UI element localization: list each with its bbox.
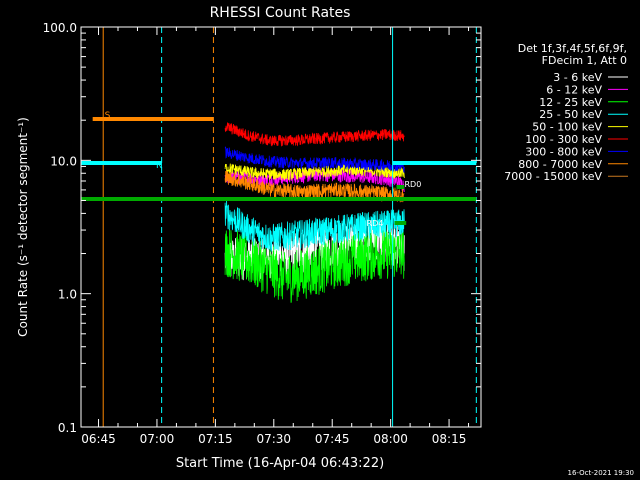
- legend-label-5: 100 - 300 keV: [525, 133, 602, 146]
- legend-label-4: 50 - 100 keV: [532, 121, 602, 134]
- x-tick-label-4: 07:45: [315, 432, 350, 446]
- y-axis: 0.1 1.0 10.0 100.0: [43, 21, 481, 435]
- legend-label-6: 300 - 800 keV: [525, 145, 602, 158]
- series-line-5: [224, 122, 405, 147]
- y-tick-label-1: 1.0: [58, 288, 77, 302]
- x-tick-label-0: 06:45: [81, 432, 116, 446]
- legend-label-0: 3 - 6 keV: [553, 71, 602, 84]
- flag-label-RD0: RD0: [404, 180, 421, 189]
- legend-label-3: 25 - 50 keV: [539, 108, 602, 121]
- legend: Det 1f,3f,4f,5f,6f,9f,FDecim 1, Att 0 3 -…: [504, 42, 628, 183]
- x-tick-label-1: 07:00: [140, 432, 175, 446]
- legend-label-1: 6 - 12 keV: [546, 83, 602, 96]
- x-axis-label: Start Time (16-Apr-04 06:43:22): [176, 456, 384, 471]
- flag-label-S: S: [105, 111, 111, 121]
- y-axis-label: Count Rate (s⁻¹ detector segment⁻¹): [16, 117, 30, 337]
- x-axis: 06:45 07:00 07:15 07:30 07:45 08:00 08:15: [81, 27, 470, 446]
- legend-label-7: 800 - 7000 keV: [518, 158, 602, 171]
- legend-header-1: FDecim 1, Att 0: [542, 54, 627, 67]
- legend-label-2: 12 - 25 keV: [539, 96, 602, 109]
- flag-label-N: N: [156, 161, 163, 171]
- x-tick-label-6: 08:15: [432, 432, 467, 446]
- vertical-lines: [102, 27, 477, 427]
- legend-header-0: Det 1f,3f,4f,5f,6f,9f,: [518, 42, 627, 55]
- plot-frame: [80, 26, 482, 428]
- x-tick-label-2: 07:15: [198, 432, 233, 446]
- x-tick-label-5: 08:00: [373, 432, 408, 446]
- series-line-2: [224, 228, 405, 303]
- footer-date: 16-Oct-2021 19:30: [568, 469, 634, 477]
- legend-label-8: 7000 - 15000 keV: [504, 170, 602, 183]
- x-tick-label-3: 07:30: [256, 432, 291, 446]
- chart-title: RHESSI Count Rates: [210, 5, 351, 21]
- series-line-4: [224, 163, 405, 181]
- flag-label-RD4: RD4: [367, 219, 384, 228]
- series-line-3: [224, 200, 405, 252]
- y-tick-label-0: 0.1: [58, 421, 77, 435]
- series-line-6: [224, 146, 405, 174]
- series-layer: [224, 122, 405, 303]
- flag-bars: S N RD0 RD4: [81, 111, 477, 228]
- y-tick-label-2: 10.0: [50, 154, 77, 168]
- y-tick-label-3: 100.0: [43, 21, 77, 35]
